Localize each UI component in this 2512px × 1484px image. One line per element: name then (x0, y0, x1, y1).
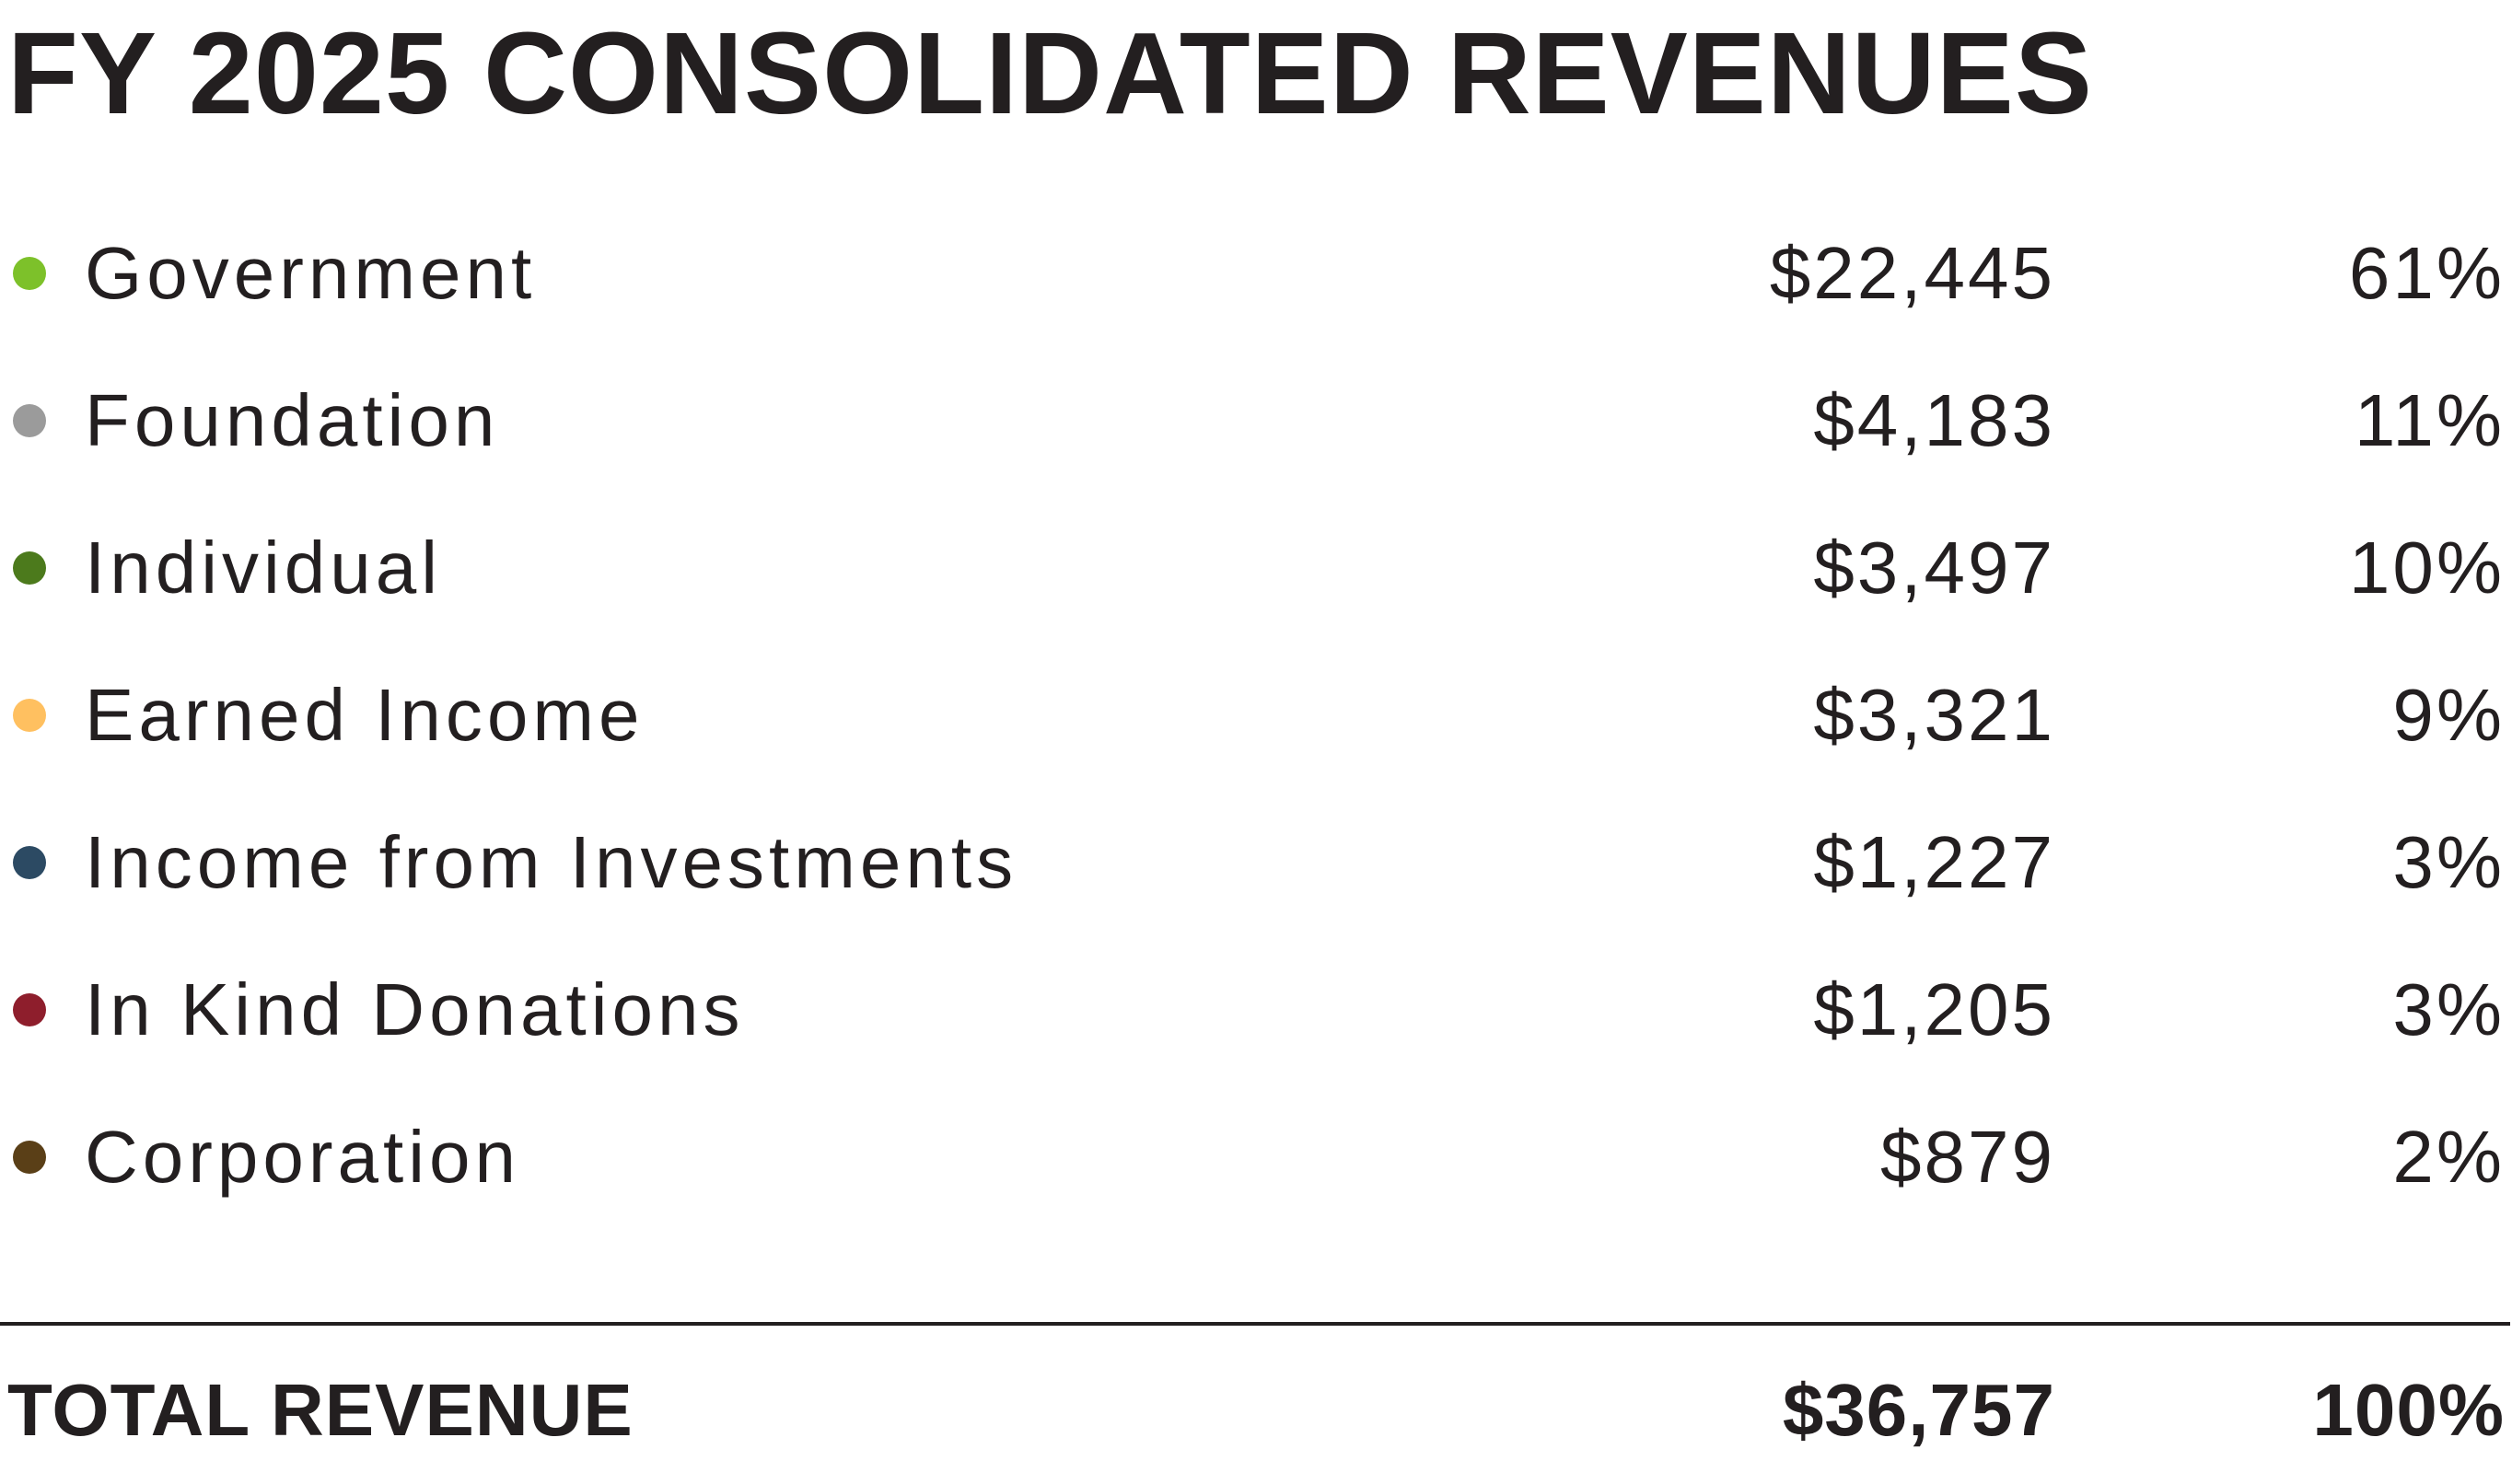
revenue-amount: $3,497 (1813, 527, 2055, 609)
in-kind-color-dot (13, 993, 46, 1026)
revenue-percent: 3% (2392, 968, 2505, 1050)
revenue-row-in-kind-donations: In Kind Donations $1,205 3% (0, 936, 2512, 1084)
revenue-amount: $3,321 (1813, 674, 2055, 756)
revenue-label: Income from Investments (85, 821, 1018, 903)
total-amount: $36,757 (1782, 1369, 2055, 1451)
revenue-label: In Kind Donations (85, 968, 745, 1050)
revenue-percent: 9% (2392, 674, 2505, 756)
revenue-label: Individual (85, 527, 443, 609)
revenue-label: Foundation (85, 379, 500, 461)
revenue-row-earned-income: Earned Income $3,321 9% (0, 642, 2512, 789)
revenue-percent: 3% (2392, 821, 2505, 903)
revenue-label: Corporation (85, 1116, 521, 1198)
revenue-row-foundation: Foundation $4,183 11% (0, 347, 2512, 494)
foundation-color-dot (13, 404, 46, 437)
total-divider (0, 1322, 2510, 1326)
revenue-percent: 10% (2348, 527, 2505, 609)
total-revenue-row: TOTAL REVENUE $36,757 100% (0, 1337, 2512, 1484)
individual-color-dot (13, 551, 46, 585)
revenue-percent: 2% (2392, 1116, 2505, 1198)
revenue-percent: 11% (2354, 379, 2505, 461)
revenue-label: Earned Income (85, 674, 645, 756)
revenue-row-individual: Individual $3,497 10% (0, 494, 2512, 642)
revenue-row-government: Government $22,445 61% (0, 200, 2512, 347)
revenue-row-income-from-investments: Income from Investments $1,227 3% (0, 789, 2512, 936)
revenue-amount: $22,445 (1769, 232, 2055, 314)
revenue-amount: $1,205 (1813, 968, 2055, 1050)
total-label: TOTAL REVENUE (7, 1369, 634, 1451)
total-percent: 100% (2312, 1369, 2505, 1451)
government-color-dot (13, 257, 46, 290)
revenue-percent: 61% (2348, 232, 2505, 314)
revenue-amount: $879 (1880, 1116, 2055, 1198)
corporation-color-dot (13, 1141, 46, 1174)
investments-color-dot (13, 846, 46, 879)
page-title: FY 2025 CONSOLIDATED REVENUES (7, 8, 2093, 138)
revenue-label: Government (85, 232, 537, 314)
revenue-row-corporation: Corporation $879 2% (0, 1084, 2512, 1231)
revenue-table: Government $22,445 61% Foundation $4,183… (0, 200, 2512, 1231)
earned-income-color-dot (13, 699, 46, 732)
revenue-amount: $4,183 (1813, 379, 2055, 461)
revenue-amount: $1,227 (1813, 821, 2055, 903)
